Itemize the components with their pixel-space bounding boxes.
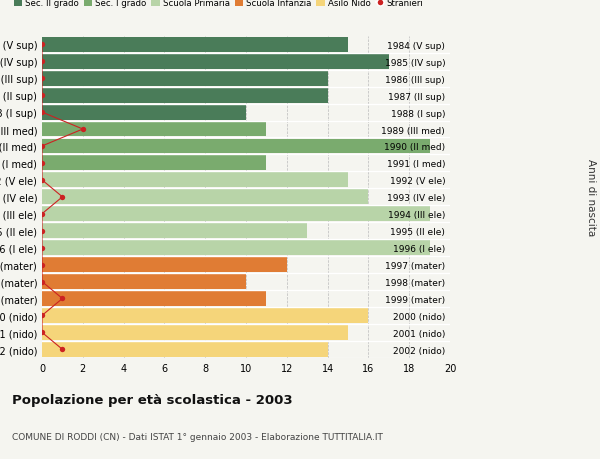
Point <box>37 41 47 49</box>
Point <box>58 346 67 353</box>
Point <box>37 160 47 167</box>
Bar <box>42 38 348 53</box>
Text: Anni di nascita: Anni di nascita <box>586 159 596 236</box>
Bar <box>42 224 307 239</box>
Point <box>37 245 47 252</box>
Point <box>37 261 47 269</box>
Point <box>37 92 47 100</box>
Bar <box>42 207 430 222</box>
Bar <box>42 72 328 86</box>
Point <box>37 228 47 235</box>
Point <box>37 177 47 184</box>
Point <box>37 329 47 336</box>
Bar <box>42 55 389 69</box>
Point <box>37 58 47 66</box>
Point <box>37 75 47 83</box>
Point <box>58 194 67 201</box>
Point <box>37 278 47 285</box>
Point <box>58 295 67 302</box>
Bar <box>42 122 266 137</box>
Legend: Sec. II grado, Sec. I grado, Scuola Primaria, Scuola Infanzia, Asilo Nido, Stran: Sec. II grado, Sec. I grado, Scuola Prim… <box>14 0 424 8</box>
Bar <box>42 89 328 103</box>
Point <box>37 143 47 150</box>
Bar <box>42 139 430 154</box>
Point <box>37 109 47 117</box>
Bar <box>42 190 368 205</box>
Bar <box>42 156 266 171</box>
Bar <box>42 173 348 188</box>
Text: COMUNE DI RODDI (CN) - Dati ISTAT 1° gennaio 2003 - Elaborazione TUTTITALIA.IT: COMUNE DI RODDI (CN) - Dati ISTAT 1° gen… <box>12 431 383 441</box>
Bar <box>42 308 368 323</box>
Bar <box>42 325 348 340</box>
Bar <box>42 241 430 256</box>
Bar <box>42 106 246 120</box>
Bar <box>42 257 287 273</box>
Bar <box>42 274 246 289</box>
Point <box>37 211 47 218</box>
Text: Popolazione per età scolastica - 2003: Popolazione per età scolastica - 2003 <box>12 393 293 406</box>
Bar <box>42 342 328 357</box>
Bar <box>42 291 266 306</box>
Point <box>37 312 47 319</box>
Point <box>78 126 88 134</box>
